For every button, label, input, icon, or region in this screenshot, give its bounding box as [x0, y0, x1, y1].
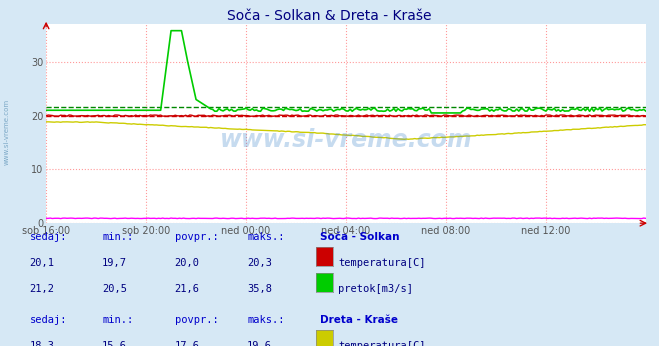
Text: 15,6: 15,6	[102, 341, 127, 346]
Text: temperatura[C]: temperatura[C]	[338, 341, 426, 346]
Text: Dreta - Kraše: Dreta - Kraše	[320, 315, 397, 325]
Text: maks.:: maks.:	[247, 315, 285, 325]
Text: povpr.:: povpr.:	[175, 315, 218, 325]
Text: www.si-vreme.com: www.si-vreme.com	[219, 128, 473, 152]
Text: min.:: min.:	[102, 232, 133, 242]
Text: 20,1: 20,1	[30, 258, 55, 268]
Text: pretok[m3/s]: pretok[m3/s]	[338, 284, 413, 294]
Text: povpr.:: povpr.:	[175, 232, 218, 242]
Text: maks.:: maks.:	[247, 232, 285, 242]
Text: 20,0: 20,0	[175, 258, 200, 268]
Text: 18,3: 18,3	[30, 341, 55, 346]
Text: 19,7: 19,7	[102, 258, 127, 268]
Text: Soča - Solkan: Soča - Solkan	[320, 232, 399, 242]
Text: 20,5: 20,5	[102, 284, 127, 294]
Text: 20,3: 20,3	[247, 258, 272, 268]
Text: sedaj:: sedaj:	[30, 315, 67, 325]
Text: sedaj:: sedaj:	[30, 232, 67, 242]
Text: 21,6: 21,6	[175, 284, 200, 294]
Text: www.si-vreme.com: www.si-vreme.com	[3, 98, 9, 165]
Text: 19,6: 19,6	[247, 341, 272, 346]
Text: Soča - Solkan & Dreta - Kraše: Soča - Solkan & Dreta - Kraše	[227, 9, 432, 22]
Text: 17,6: 17,6	[175, 341, 200, 346]
Text: min.:: min.:	[102, 315, 133, 325]
Text: temperatura[C]: temperatura[C]	[338, 258, 426, 268]
Text: 35,8: 35,8	[247, 284, 272, 294]
Text: 21,2: 21,2	[30, 284, 55, 294]
